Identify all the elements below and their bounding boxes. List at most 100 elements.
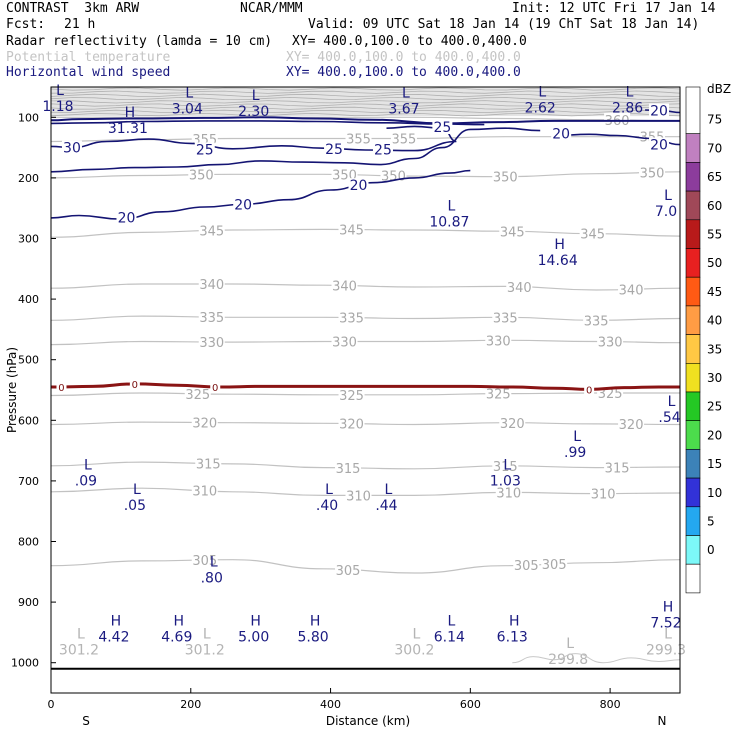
- extremum-value: 6.14: [434, 629, 465, 645]
- extremum-value: 300.2: [394, 643, 434, 659]
- colorbar-swatch: [685, 506, 701, 536]
- theta-label-325: 325: [339, 389, 364, 404]
- wind-label-25: 25: [433, 120, 451, 136]
- colorbar-swatch: [685, 334, 701, 364]
- extremum-L-marker: L: [668, 394, 676, 410]
- field-theta-name: Potential temperature: [6, 50, 171, 65]
- theta-label-bg: [331, 278, 358, 292]
- colorbar-level-45: 45: [707, 285, 722, 299]
- theta-label-355: 355: [346, 133, 371, 148]
- theta-label-335: 335: [199, 311, 224, 326]
- extremum-value: 7.52: [650, 615, 681, 631]
- wind-label-bg: [233, 197, 254, 212]
- theta-label-310: 310: [192, 485, 217, 500]
- extremum-value: 5.80: [297, 629, 328, 645]
- colorbar-swatch: [685, 162, 701, 192]
- theta-contour-330: [50, 339, 681, 346]
- extremum-H-marker: H: [174, 613, 185, 629]
- theta-label-315: 315: [493, 460, 518, 475]
- extremum-L-marker: L: [133, 482, 141, 498]
- extremum-value: 3.67: [388, 102, 419, 118]
- colorbar-level-30: 30: [707, 371, 722, 385]
- theta-label-bg: [495, 485, 522, 499]
- theta-label-bg: [492, 458, 519, 472]
- wind-label-bg: [116, 210, 137, 225]
- theta-label-330: 330: [486, 334, 511, 349]
- wind-label-bg: [432, 119, 453, 134]
- theta-contour-360: [51, 116, 681, 122]
- extremum-L-marker: L: [185, 86, 193, 102]
- theta-label-340: 340: [332, 280, 357, 295]
- theta-label-345: 345: [500, 225, 525, 240]
- zero-dbz-label: 0: [132, 380, 138, 391]
- extremum-H-marker: H: [663, 599, 674, 615]
- colorbar-level-5: 5: [707, 515, 715, 529]
- theta-label-bg: [198, 276, 225, 290]
- extremum-L-marker: L: [210, 555, 218, 571]
- extremum-value: .09: [75, 474, 97, 490]
- wind-label-20: 20: [118, 210, 136, 226]
- theta-label-315: 315: [605, 461, 630, 476]
- theta-label-350: 350: [640, 166, 665, 181]
- colorbar-level-75: 75: [707, 113, 722, 127]
- theta-label-340: 340: [619, 283, 644, 298]
- theta-label-bg: [492, 169, 519, 183]
- colorbar-level-50: 50: [707, 256, 722, 270]
- upper-band-line: [50, 112, 681, 117]
- upper-band-line: [50, 87, 681, 91]
- theta-label-bg: [338, 310, 365, 324]
- theta-label-bg: [184, 386, 211, 400]
- y-tick-label: 400: [18, 293, 39, 306]
- colorbar-level-55: 55: [707, 228, 722, 242]
- extremum-value: 1.18: [42, 99, 73, 115]
- theta-label-bg: [331, 167, 358, 181]
- extremum-L-marker: L: [626, 84, 634, 100]
- valid-time: Valid: 09 UTC Sat 18 Jan 14 (19 ChT Sat …: [308, 17, 700, 32]
- colorbar-swatch: [685, 449, 701, 479]
- theta-label-bg: [338, 416, 365, 430]
- theta-contour-315: [50, 461, 681, 470]
- extremum-H-marker: H: [125, 105, 136, 121]
- x-tick-label: 200: [180, 698, 201, 711]
- wind-label-25: 25: [374, 142, 392, 158]
- wind-label-bg: [324, 141, 345, 156]
- x-tick-label: 800: [600, 698, 621, 711]
- theta-label-340: 340: [507, 281, 532, 296]
- colorbar-unit: dBZ: [707, 82, 731, 96]
- colorbar-swatch: [685, 133, 701, 163]
- x-tick-label: 600: [460, 698, 481, 711]
- theta-label-bg: [191, 415, 218, 429]
- upper-band-line: [50, 90, 681, 94]
- theta-contour-350: [50, 171, 681, 179]
- theta-label-bg: [188, 167, 215, 181]
- theta-label-bg: [345, 488, 372, 502]
- extremum-value: 10.87: [429, 214, 469, 230]
- wind-label-bg: [551, 126, 572, 141]
- y-tick-label: 500: [18, 354, 39, 367]
- theta-label-bg: [597, 334, 624, 348]
- y-tick-label: 200: [18, 172, 39, 185]
- wind-label-20: 20: [650, 104, 668, 120]
- extremum-H-marker: H: [554, 237, 565, 253]
- theta-label-330: 330: [199, 336, 224, 351]
- extremum-value: .99: [564, 445, 586, 461]
- theta-label-330: 330: [598, 336, 623, 351]
- upper-band-line: [50, 109, 681, 114]
- theta-label-bg: [335, 460, 362, 474]
- zero-dbz-label: 0: [586, 385, 592, 396]
- field-reflectivity-name: Radar reflectivity (lamda = 10 cm): [6, 34, 273, 49]
- theta-label-bg: [618, 282, 645, 296]
- terrain-outline: [512, 653, 681, 664]
- wind-label-30: 30: [63, 141, 81, 157]
- theta-label-315: 315: [336, 462, 361, 477]
- wind-contour-20-lower: [50, 169, 471, 220]
- extremum-L-marker: L: [538, 84, 546, 100]
- theta-label-bg: [390, 131, 417, 145]
- extremum-value: 6.13: [497, 629, 528, 645]
- forecast-hours: 21 h: [64, 17, 96, 32]
- extremum-L-marker: L: [413, 627, 421, 643]
